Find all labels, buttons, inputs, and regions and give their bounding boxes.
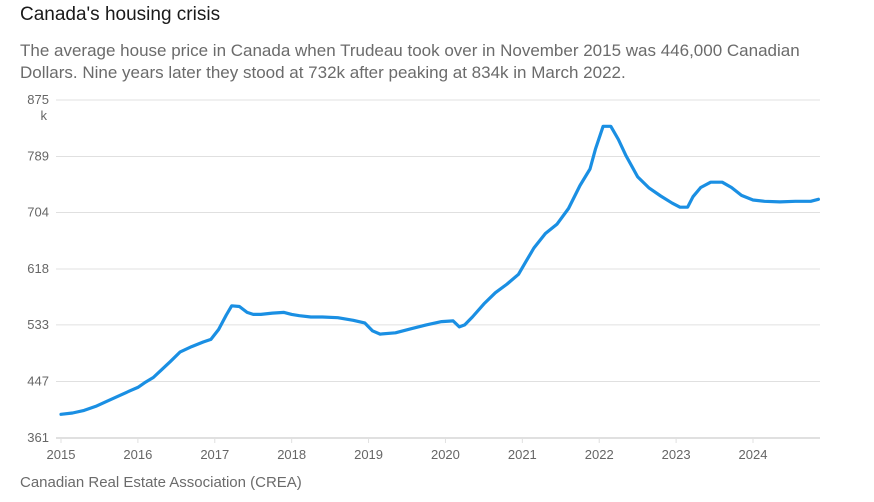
y-tick-label: 533: [27, 317, 49, 332]
y-axis: 875 789 704 618 533 447 361: [27, 92, 49, 445]
x-tick-label: 2017: [200, 447, 229, 462]
y-tick-label: 618: [27, 261, 49, 276]
x-tick-label: 2020: [431, 447, 460, 462]
series-line-house-price: [59, 124, 820, 416]
x-tick-label: 2018: [277, 447, 306, 462]
y-tick-label: 447: [27, 373, 49, 388]
x-tick-label: 2021: [508, 447, 537, 462]
gridlines: [56, 99, 820, 439]
y-tick-label: 361: [27, 430, 49, 445]
x-tick-label: 2019: [354, 447, 383, 462]
y-tick-label: 875: [27, 92, 49, 107]
x-tick-label: 2024: [739, 447, 768, 462]
x-tick-label: 2022: [585, 447, 614, 462]
x-tick-label: 2015: [47, 447, 76, 462]
source-note: Canadian Real Estate Association (CREA): [20, 474, 302, 491]
x-tick-label: 2023: [662, 447, 691, 462]
y-unit-label: k: [41, 108, 48, 123]
x-axis: 2015 2016 2017 2018 2019 2020 2021 2022 2023 2024: [47, 438, 768, 462]
y-tick-label: 704: [27, 204, 49, 219]
chart-subtitle: The average house price in Canada when T…: [20, 41, 800, 82]
y-tick-label: 789: [27, 149, 49, 164]
x-tick-label: 2016: [123, 447, 152, 462]
chart-title: Canada's housing crisis: [20, 4, 221, 25]
